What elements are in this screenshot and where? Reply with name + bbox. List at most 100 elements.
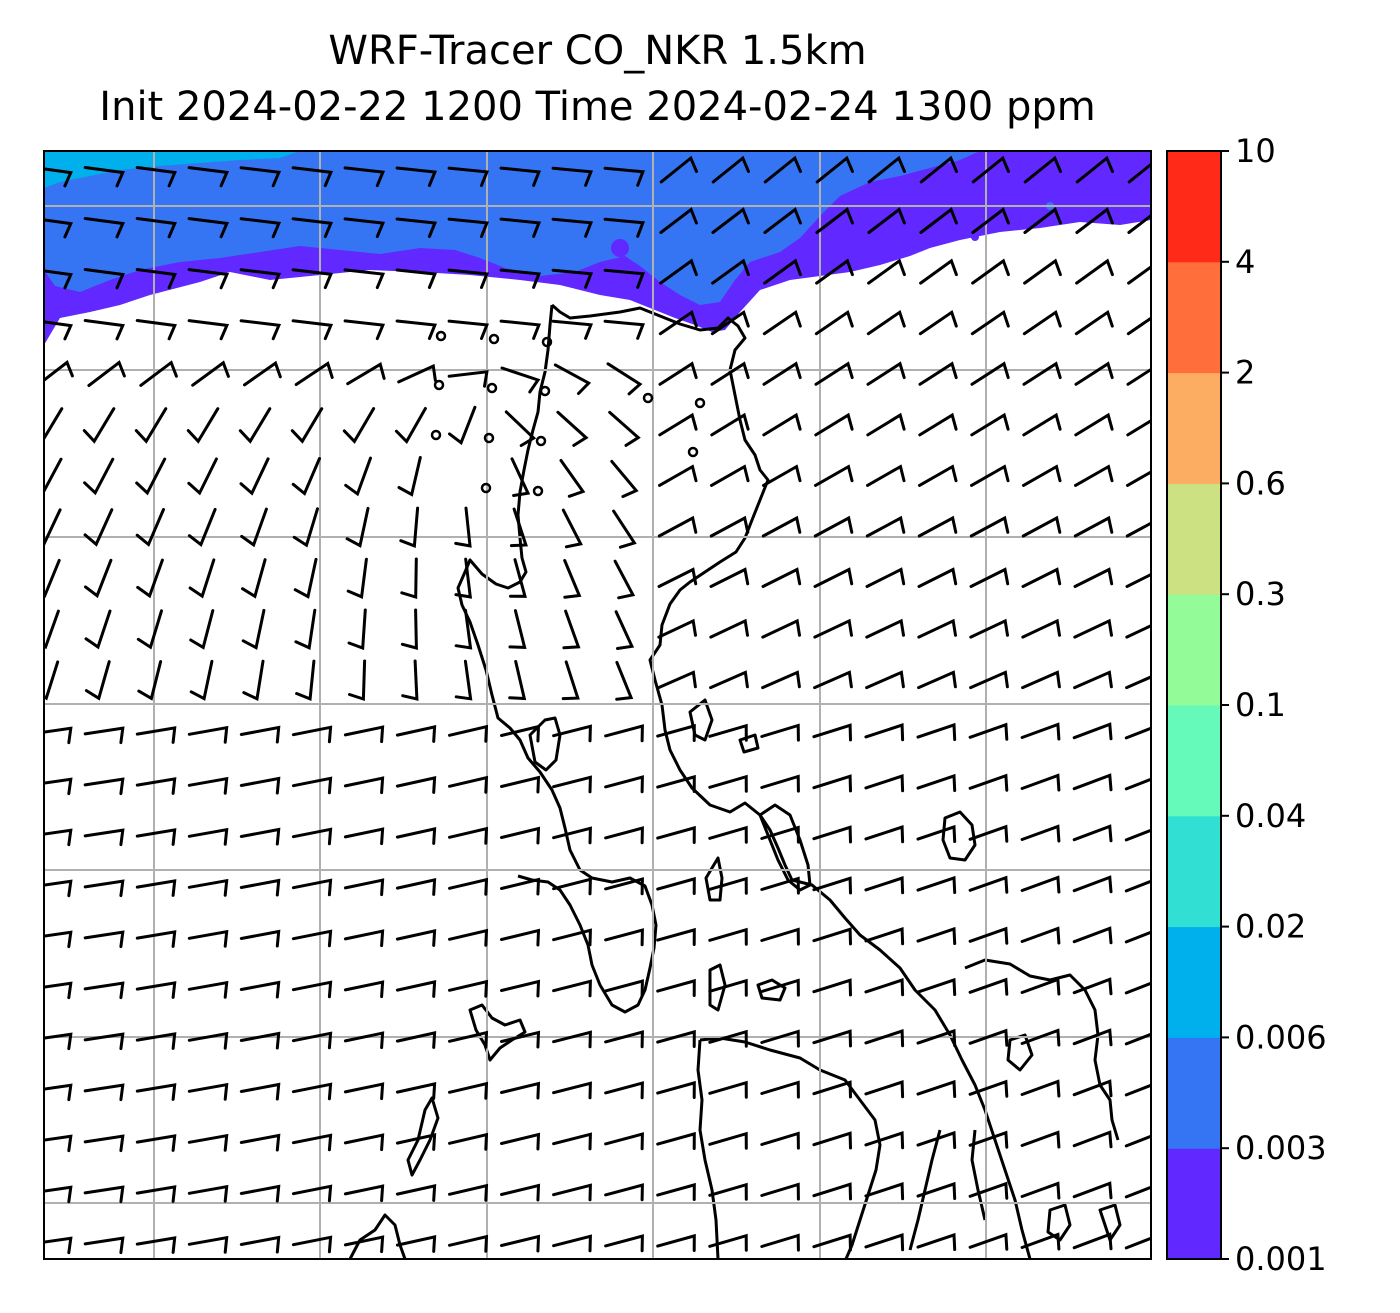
wind-barb	[656, 1233, 696, 1252]
wind-barb	[614, 610, 635, 650]
wind-barb	[83, 457, 115, 496]
wind-barb	[656, 1080, 696, 1099]
wind-barb	[762, 412, 802, 437]
wind-barb	[658, 464, 698, 487]
wind-barb	[604, 1132, 644, 1151]
wind-barb	[761, 618, 801, 639]
wind-barb	[1020, 1028, 1061, 1047]
wind-barb	[968, 722, 1009, 741]
wind-barb	[1075, 258, 1114, 285]
wind-barb	[343, 1235, 385, 1254]
wind-barb	[711, 155, 750, 184]
wind-barb	[44, 930, 73, 949]
wind-barb	[708, 1182, 748, 1201]
wind-barb	[134, 407, 168, 444]
wind-barb	[499, 217, 542, 238]
wind-barb	[343, 827, 385, 846]
wind-barb	[1127, 162, 1151, 184]
map-title-line1: WRF-Tracer CO_NKR 1.5km	[328, 28, 867, 74]
wind-barb	[243, 360, 282, 387]
wind-barb	[508, 609, 527, 649]
plume-band-high	[44, 151, 300, 188]
wind-barb	[44, 1236, 73, 1255]
wind-barb	[44, 1083, 73, 1102]
wind-barb	[239, 1133, 281, 1152]
wind-barb	[812, 1182, 852, 1201]
wind-barb	[1074, 412, 1114, 437]
colorbar-segment	[1167, 261, 1221, 374]
wind-barb	[711, 258, 750, 285]
colorbar-segment	[1167, 372, 1221, 484]
wind-barb	[83, 217, 125, 239]
wind-barb	[762, 464, 802, 487]
wind-barb	[812, 825, 852, 844]
wind-barb	[969, 670, 1009, 690]
wind-barb	[448, 724, 489, 743]
wind-barb	[84, 660, 111, 701]
wind-barb	[916, 977, 957, 996]
wind-barb	[83, 319, 125, 341]
wind-barb	[968, 926, 1009, 945]
wind-barb	[708, 1131, 748, 1150]
wind-barb	[916, 722, 957, 741]
wind-barb	[1023, 155, 1062, 184]
wind-barb	[395, 1082, 437, 1100]
wind-barb	[44, 359, 74, 383]
wind-barb	[239, 776, 281, 795]
colorbar-tick-label: 0.6	[1235, 464, 1286, 502]
wind-barb	[44, 407, 64, 442]
wind-barb	[1126, 470, 1151, 487]
wind-barb	[1021, 515, 1062, 538]
wind-barb	[864, 774, 905, 793]
wind-barb	[761, 515, 802, 538]
colorbar-tick-label: 0.006	[1235, 1018, 1327, 1056]
wind-barb	[1020, 875, 1061, 894]
wind-barb	[1022, 464, 1062, 487]
wind-barb	[500, 1183, 541, 1202]
wind-barb	[135, 508, 165, 547]
coastline-inner-lake	[528, 716, 562, 772]
coastline-island-east	[758, 803, 812, 892]
wind-barb	[656, 876, 696, 895]
coastline-mainland	[551, 303, 1032, 1259]
wind-barb	[291, 725, 333, 744]
wind-barb	[44, 981, 73, 1000]
wind-barb	[1125, 572, 1151, 588]
wind-barb	[556, 410, 589, 447]
wind-barb	[916, 926, 957, 945]
wind-barb	[864, 927, 905, 946]
wind-barb	[448, 826, 489, 845]
wind-barb	[447, 370, 489, 388]
wind-barb	[187, 776, 229, 795]
wind-barb	[552, 928, 592, 947]
wind-barb	[395, 878, 437, 896]
wind-barb	[343, 319, 386, 341]
wind-barb	[187, 268, 230, 290]
wind-barb	[44, 508, 62, 547]
wind-barb	[83, 879, 125, 898]
wind-barb	[551, 217, 594, 238]
wind-barb	[83, 828, 125, 847]
wind-barb	[1023, 207, 1062, 234]
wind-barb	[139, 360, 178, 387]
wind-barb	[500, 826, 541, 845]
wind-barb	[499, 166, 542, 187]
wind-barb	[916, 1232, 957, 1251]
wind-barb	[708, 978, 748, 997]
wind-barb	[918, 412, 958, 437]
wind-barb	[395, 776, 437, 794]
wind-barb	[552, 724, 592, 743]
wind-barb	[968, 1130, 1009, 1149]
wind-barb	[401, 659, 419, 701]
wind-barb	[291, 1235, 333, 1254]
wind-barb	[968, 1181, 1009, 1200]
wind-barb	[552, 826, 592, 845]
colorbar-tick-label: 0.1	[1235, 686, 1286, 724]
calm-wind-circle	[694, 397, 706, 409]
wind-barb	[917, 567, 958, 588]
wind-barb	[971, 155, 1010, 184]
wind-barb	[1072, 926, 1113, 945]
wind-barb	[604, 826, 644, 845]
calm-wind-circle	[486, 382, 498, 394]
calm-wind-circle	[483, 432, 495, 444]
